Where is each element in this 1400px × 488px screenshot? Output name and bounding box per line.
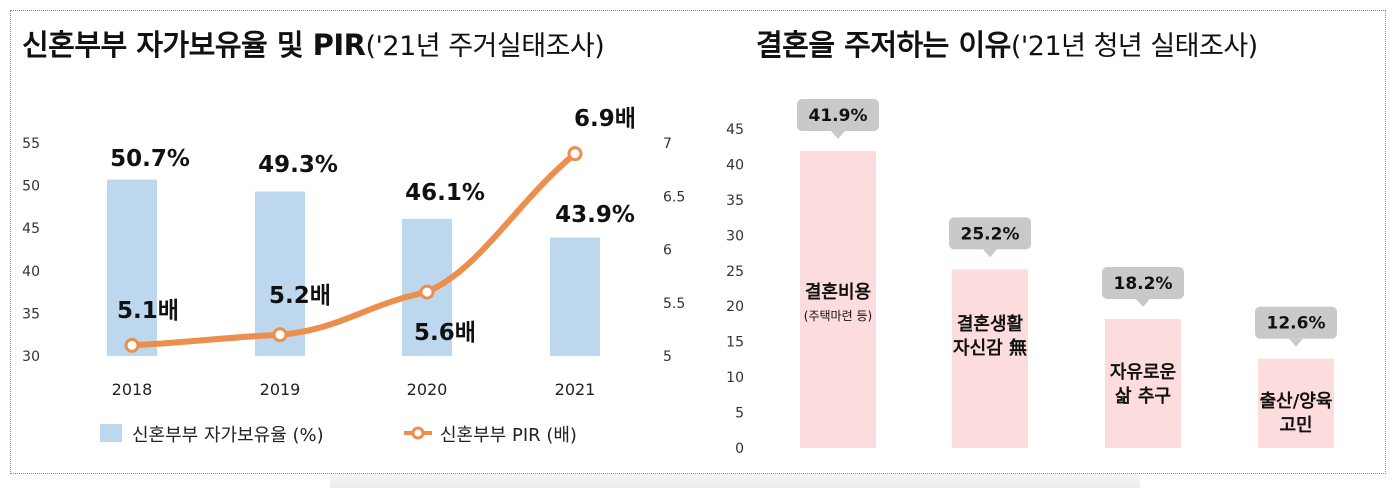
- left-y-tick: 50: [22, 179, 40, 195]
- value-callout-box: [949, 217, 1031, 250]
- legend-marker-pir: [411, 426, 425, 440]
- ownership-bar: [107, 179, 157, 356]
- year-label: 2018: [112, 380, 153, 399]
- reason-y-tick: 30: [726, 228, 744, 244]
- reason-bar: [952, 269, 1028, 448]
- pir-line: [129, 150, 578, 349]
- left-y-tick: 35: [22, 306, 40, 322]
- reason-bar: [1258, 358, 1334, 448]
- year-label: 2020: [407, 380, 448, 399]
- chart-frame: [10, 10, 1386, 474]
- ownership-bar: [550, 237, 600, 356]
- reason-category-label: 결혼생활: [957, 313, 1024, 335]
- value-callout-pointer: [831, 130, 845, 139]
- value-callout-box: [797, 98, 879, 131]
- reason-category-label: 고민: [1279, 415, 1312, 436]
- pir-point: [567, 146, 583, 162]
- right-title-sub: ('21년 청년 실태조사): [1010, 31, 1258, 62]
- right-y-tick: 6: [663, 243, 672, 259]
- pir-value-label: 5.6배: [414, 320, 476, 346]
- value-callout-pointer: [1289, 338, 1303, 347]
- pir-value-label: 5.1배: [117, 298, 179, 324]
- value-callout-box: [1255, 306, 1337, 339]
- legend-label-pir: 신혼부부 PIR (배): [440, 425, 577, 446]
- left-y-tick: 55: [22, 136, 40, 152]
- ownership-value-label: 43.9%: [555, 202, 635, 228]
- reason-bar: [800, 150, 876, 448]
- left-chart-title: 신혼부부 자가보유율 및 PIR('21년 주거실태조사): [22, 22, 605, 64]
- reason-y-tick: 10: [726, 370, 744, 386]
- legend-swatch-ownership: [100, 424, 122, 442]
- right-title-main: 결혼을 주저하는 이유: [756, 28, 1011, 62]
- reason-value-label: 12.6%: [1267, 314, 1326, 334]
- left-y-tick: 30: [22, 349, 40, 365]
- reason-y-tick: 15: [726, 335, 744, 351]
- right-y-tick: 6.5: [663, 189, 685, 205]
- year-label: 2021: [555, 380, 596, 399]
- reason-category-label: 자유로운: [1110, 362, 1176, 383]
- reason-category-label: 자신감 無: [953, 337, 1027, 359]
- right-y-tick: 5: [663, 349, 672, 365]
- value-callout-box: [1102, 266, 1184, 299]
- reason-y-tick: 25: [726, 264, 744, 280]
- reason-y-tick: 5: [735, 406, 744, 422]
- left-y-tick: 40: [22, 264, 40, 280]
- reason-value-label: 18.2%: [1114, 274, 1173, 294]
- value-callout-pointer: [1136, 298, 1150, 307]
- pir-value-label: 5.2배: [269, 283, 331, 309]
- reason-y-tick: 0: [735, 441, 744, 457]
- ownership-value-label: 49.3%: [258, 152, 338, 178]
- reason-category-label: 결혼비용: [805, 281, 871, 303]
- pir-point: [124, 337, 140, 353]
- right-y-tick: 5.5: [663, 296, 685, 312]
- left-title-main: 신혼부부 자가보유율 및 PIR: [22, 28, 366, 62]
- pir-value-label: 6.9배: [574, 106, 636, 132]
- pir-point: [272, 327, 288, 343]
- reason-category-label: 삶 추구: [1115, 386, 1171, 407]
- bottom-shadow-bar: [330, 474, 1140, 488]
- pir-point: [419, 284, 435, 300]
- reason-y-tick: 35: [726, 193, 744, 209]
- value-callout-pointer: [983, 249, 997, 258]
- ownership-value-label: 50.7%: [110, 146, 190, 172]
- year-label: 2019: [260, 380, 301, 399]
- reason-bar: [1105, 318, 1181, 448]
- ownership-value-label: 46.1%: [405, 180, 485, 206]
- left-y-tick: 45: [22, 221, 40, 237]
- reason-y-tick: 40: [726, 157, 744, 173]
- reason-value-label: 25.2%: [961, 224, 1020, 244]
- reason-y-tick: 45: [726, 122, 744, 138]
- left-title-sub: ('21년 주거실태조사): [365, 31, 605, 62]
- reason-y-tick: 20: [726, 299, 744, 315]
- reason-category-label: 출산/양육: [1260, 391, 1333, 412]
- reason-value-label: 41.9%: [809, 106, 868, 126]
- right-y-tick: 7: [663, 136, 672, 152]
- right-chart-title: 결혼을 주저하는 이유('21년 청년 실태조사): [756, 22, 1258, 64]
- reason-category-note: (주택마련 등): [804, 309, 872, 323]
- legend-label-ownership: 신혼부부 자가보유율 (%): [132, 425, 324, 446]
